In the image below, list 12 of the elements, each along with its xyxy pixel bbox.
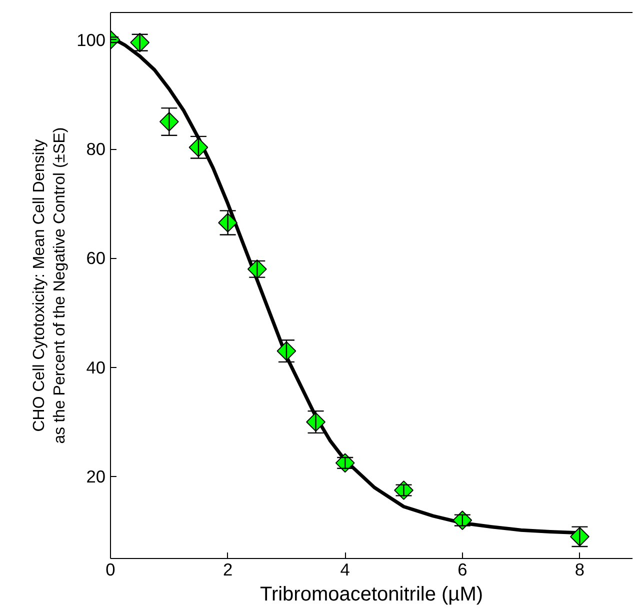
x-tick-label: 4 [340, 560, 350, 580]
x-tick-label: 2 [222, 560, 233, 580]
x-axis-title: Tribromoacetonitrile (µM) [260, 584, 484, 606]
y-axis-title: CHO Cell Cytotoxicity: Mean Cell Density as the Percent of the Negative Control (±SE) [31, 127, 69, 444]
x-tick-label: 0 [106, 560, 116, 580]
x-tick-label: 8 [574, 560, 585, 580]
y-tick-label: 80 [86, 139, 106, 159]
y-tick-label: 40 [86, 357, 106, 378]
y-tick-label: 20 [86, 466, 106, 487]
y-tick-label: 60 [86, 248, 106, 268]
y-tick-label: 100 [76, 30, 106, 50]
x-tick-label: 6 [458, 560, 468, 580]
